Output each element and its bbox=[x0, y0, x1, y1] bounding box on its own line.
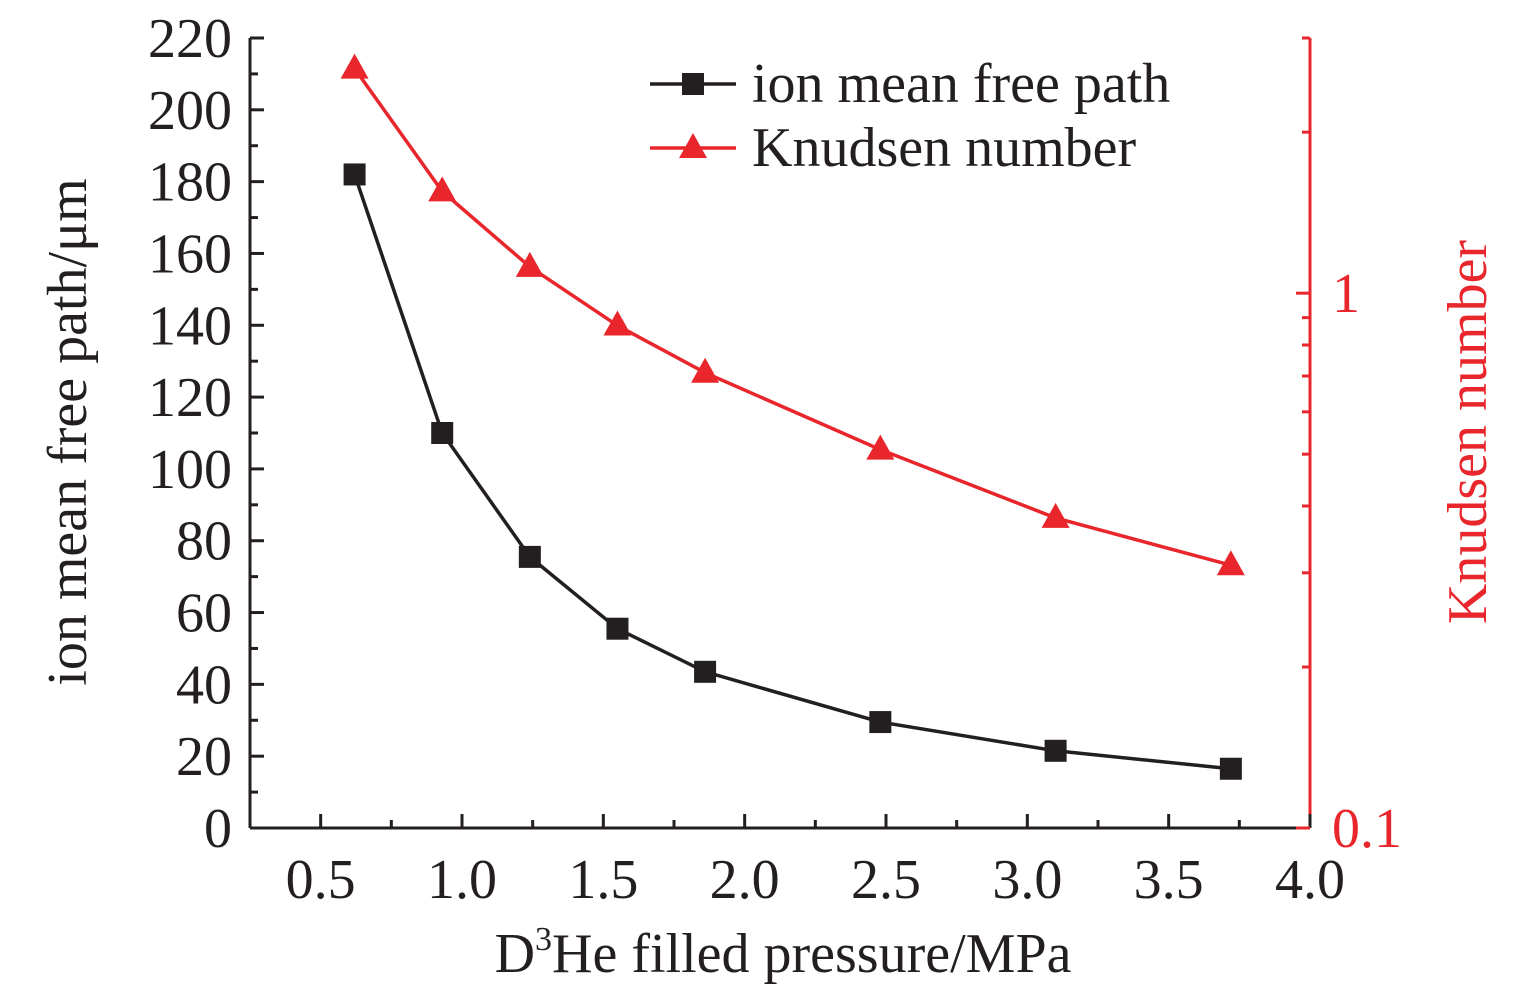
knudsen-number-point bbox=[603, 310, 632, 336]
ion-mean-free-path-point bbox=[343, 163, 366, 186]
x-axis-title-post: He filled pressure/MPa bbox=[552, 923, 1072, 985]
x-tick-label: 0.5 bbox=[286, 849, 356, 911]
right-y-tick-label: 0.1 bbox=[1332, 798, 1402, 860]
ion-mean-free-path-point bbox=[1044, 739, 1067, 762]
right-y-tick-label: 1 bbox=[1332, 263, 1360, 325]
knudsen-number-point bbox=[428, 176, 457, 202]
knudsen-number-point bbox=[1216, 550, 1245, 576]
x-tick-label: 4.0 bbox=[1275, 849, 1345, 911]
knudsen-number-series-line bbox=[353, 67, 1232, 567]
left-y-axis-title: ion mean free path/μm bbox=[37, 178, 99, 685]
x-axis-title-sup: 3 bbox=[535, 921, 552, 958]
left-y-tick-label: 100 bbox=[148, 439, 232, 501]
legend-label-ion-mean-free-path: ion mean free path bbox=[752, 53, 1170, 115]
left-y-tick-label: 80 bbox=[176, 511, 232, 573]
left-y-tick-label: 160 bbox=[148, 223, 232, 285]
knudsen-number-point bbox=[340, 53, 369, 79]
x-tick-label: 2.0 bbox=[710, 849, 780, 911]
left-y-tick-label: 120 bbox=[148, 367, 232, 429]
ion-mean-free-path-point bbox=[431, 422, 454, 444]
knudsen-number-point bbox=[1041, 502, 1070, 528]
knudsen-number-point bbox=[691, 357, 720, 383]
knudsen-number-point bbox=[515, 251, 544, 277]
x-tick-label: 1.0 bbox=[427, 849, 497, 911]
left-y-tick-label: 60 bbox=[176, 583, 232, 645]
ion-mean-free-path-point bbox=[694, 660, 717, 683]
right-y-axis-title: Knudsen number bbox=[1437, 240, 1499, 625]
ion-mean-free-path-point bbox=[869, 711, 892, 734]
legend-marker-knudsen-number bbox=[679, 133, 707, 158]
ion-mean-free-path-series-line bbox=[352, 173, 1232, 771]
series-layer bbox=[340, 53, 1245, 780]
left-y-tick-label: 220 bbox=[148, 8, 232, 70]
ion-mean-free-path-point bbox=[518, 545, 541, 568]
legend-marker-ion-mean-free-path bbox=[682, 73, 704, 95]
ion-mean-free-path-point bbox=[606, 617, 629, 640]
x-axis-title: D3He filled pressure/MPa bbox=[495, 921, 1072, 985]
ion-mean-free-path-point bbox=[1219, 757, 1242, 780]
x-axis-title-pre: D bbox=[495, 923, 535, 985]
left-y-tick-label: 200 bbox=[148, 80, 232, 142]
left-y-tick-label: 40 bbox=[176, 654, 232, 716]
x-tick-label: 2.5 bbox=[851, 849, 921, 911]
axes-layer: 0 20 40 60 80 100 120 140 160 180 200 220 0.5 1.0 1.5 2… bbox=[148, 8, 1402, 911]
left-y-tick-label: 140 bbox=[148, 295, 232, 357]
legend-label-knudsen-number: Knudsen number bbox=[752, 117, 1137, 179]
knudsen-number-point bbox=[866, 434, 895, 460]
x-tick-label: 3.0 bbox=[992, 849, 1062, 911]
left-y-tick-label: 20 bbox=[176, 726, 232, 788]
left-y-tick-label: 180 bbox=[148, 152, 232, 214]
x-tick-label: 3.5 bbox=[1134, 849, 1204, 911]
left-y-tick-label: 0 bbox=[204, 798, 232, 860]
x-tick-label: 1.5 bbox=[568, 849, 638, 911]
